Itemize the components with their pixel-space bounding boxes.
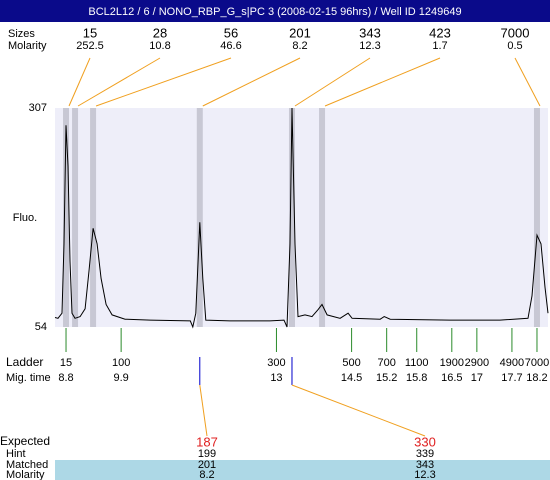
ladder-size: 2900 [465,357,489,369]
expected-size: 187 [196,434,218,449]
peak-molarity: 8.2 [292,40,307,52]
peak-band [63,108,70,327]
ladder-label: Ladder [6,355,43,369]
ladder-mig-time: 13 [270,372,282,384]
y-tick-label: 54 [35,321,47,333]
peak-band [196,108,203,327]
peak-connector [294,57,371,107]
peak-size: 28 [153,25,167,40]
ladder-size: 15 [60,357,72,369]
header-title: BCL2L12 / 6 / NONO_RBP_G_s|PC 3 (2008-02… [88,6,461,18]
expected-label: Matched [6,459,48,471]
expected-hint: 339 [416,448,434,460]
peak-molarity: 0.5 [507,40,522,52]
y-tick-label: 307 [29,102,47,114]
expected-molarity: 12.3 [414,469,435,480]
peak-molarity: 12.3 [359,40,380,52]
peak-size: 423 [429,25,451,40]
ladder-mig-time: 17 [471,372,483,384]
peak-connector [514,57,541,107]
trace [54,107,549,329]
peaks-label: Molarity [8,40,47,52]
ladder-size: 1900 [440,357,464,369]
ladder-mig-time: 14.5 [341,372,362,384]
peak-connector [68,57,91,107]
peak-molarity: 46.6 [220,40,241,52]
peaks-label: Sizes [8,28,35,40]
ladder-size: 1100 [405,357,429,369]
peak-band [533,108,540,327]
peak-size: 15 [83,25,97,40]
ladder-size: 500 [342,357,360,369]
expected-molarity: 8.2 [199,469,214,480]
peak-connector [95,57,232,107]
expected-label: Molarity [6,469,45,480]
peak-molarity: 1.7 [432,40,447,52]
expected-size: 330 [414,434,436,449]
ladder-mig-time: 16.5 [441,372,462,384]
expected-matched: 343 [416,459,434,471]
y-axis-label: Fluo. [13,212,37,224]
ladder-size: 4900 [500,357,524,369]
peak-molarity: 10.8 [149,40,170,52]
peak-size: 201 [289,25,311,40]
ladder-mig-time: 15.2 [376,372,397,384]
header-bar [0,0,550,22]
peak-band [72,108,79,327]
peak-size: 343 [359,25,381,40]
peak-molarity: 252.5 [76,40,104,52]
plot-area [55,108,548,327]
ladder-mig-time: 8.8 [58,372,73,384]
ladder-size: 7000 [525,357,549,369]
expected-label: Hint [6,448,26,460]
peak-connector [202,57,301,107]
expected-connector [291,384,426,437]
ladder-mig-time: 17.7 [501,372,522,384]
expected-hint: 199 [198,448,216,460]
ladder-mig-time: 9.9 [113,372,128,384]
peak-size: 56 [224,25,238,40]
peak-band [90,108,97,327]
peak-band [288,108,295,327]
expected-label: Expected [0,434,50,448]
ladder-mig-time: 18.2 [526,372,547,384]
ladder-size: 300 [267,357,285,369]
ladder-size: 700 [377,357,395,369]
ladder-mig-time: 15.8 [406,372,427,384]
peak-size: 7000 [501,25,530,40]
ladder-label: Mig. time [6,372,51,384]
peak-connector [324,57,441,107]
peak-band [319,108,326,327]
expected-matched: 201 [198,459,216,471]
ladder-size: 100 [112,357,130,369]
expected-connector [199,384,208,437]
matched-row-bg [55,460,550,480]
peak-connector [77,57,161,107]
